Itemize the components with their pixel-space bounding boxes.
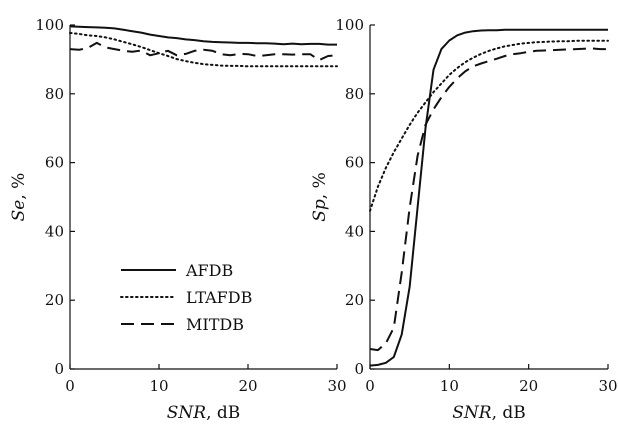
left-y-tick-label: 100 (35, 16, 64, 34)
right-y-tick-label: 20 (345, 291, 364, 309)
right-x-axis-label: SNR, dB (452, 403, 526, 423)
right-ticks: 0 10 20 30 0 20 40 60 80 100 (335, 16, 617, 395)
right-x-tick-label: 30 (598, 377, 617, 395)
right-y-axis-label: Sp, % (310, 172, 330, 222)
right-x-tick-label: 10 (440, 377, 459, 395)
left-y-tick-label: 60 (45, 154, 64, 172)
left-y-axis-var: Se (9, 200, 29, 222)
left-y-axis-unit: , % (9, 173, 29, 200)
legend: AFDB LTAFDB MITDB (120, 261, 252, 334)
right-panel-sp: 0 10 20 30 0 20 40 60 80 100 SNR, dB Sp, % (310, 16, 618, 423)
right-y-axis-unit: , % (310, 172, 330, 199)
right-y-tick-label: 0 (354, 360, 364, 378)
left-x-axis-unit: , dB (206, 403, 240, 423)
left-ticks: 0 10 20 30 0 20 40 60 80 100 (35, 16, 346, 395)
right-y-tick-label: 60 (345, 154, 364, 172)
right-series-afdb (369, 28, 608, 367)
legend-label-afdb: AFDB (185, 261, 233, 280)
right-x-tick-label: 20 (519, 377, 538, 395)
left-y-tick-label: 20 (45, 291, 64, 309)
right-y-tick-label: 80 (345, 85, 364, 103)
left-series-mitdb (69, 41, 338, 62)
left-series-group (69, 25, 338, 68)
left-y-tick-label: 40 (45, 222, 64, 240)
legend-label-ltafdb: LTAFDB (186, 288, 252, 307)
right-x-tick-label: 0 (365, 377, 375, 395)
left-series-afdb (69, 25, 337, 46)
right-y-tick-label: 40 (345, 222, 364, 240)
left-y-tick-label: 80 (45, 85, 64, 103)
left-x-tick-label: 30 (327, 377, 346, 395)
left-x-tick-label: 20 (238, 377, 257, 395)
right-series-ltafdb (369, 39, 609, 212)
left-x-axis-label: SNR, dB (167, 403, 241, 423)
left-x-tick-label: 10 (149, 377, 168, 395)
left-series-ltafdb (69, 31, 338, 68)
legend-label-mitdb: MITDB (186, 315, 244, 334)
right-y-tick-label: 100 (335, 16, 364, 34)
left-x-tick-label: 0 (65, 377, 75, 395)
right-x-axis-var: SNR (452, 403, 492, 423)
left-y-tick-label: 0 (54, 360, 64, 378)
right-x-axis-unit: , dB (492, 403, 526, 423)
right-series-group (369, 28, 609, 367)
right-y-axis-var: Sp (310, 199, 330, 222)
left-y-axis-label: Se, % (9, 173, 29, 222)
left-x-axis-var: SNR (167, 403, 207, 423)
